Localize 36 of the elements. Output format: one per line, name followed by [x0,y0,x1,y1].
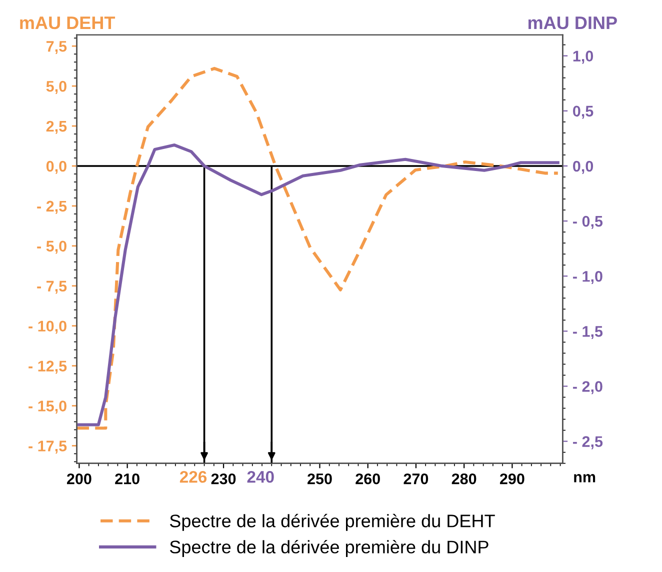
y-tick-label: - 10,0 [28,320,66,334]
ref-line-label: 226 [180,470,207,483]
x-tick-label: 210 [115,473,140,484]
x-tick-label: 260 [356,473,380,484]
y2-axis-title: mAU DINP [528,16,617,30]
legend-label: Spectre de la dérivée première du DINP [170,540,488,558]
x-axis-title: nm [574,474,596,482]
y-tick-label: - 2,5 [37,200,67,214]
y2-tick-label: - 2,5 [573,436,603,450]
y-tick-label: - 7,5 [37,280,67,294]
y2-tick-label: - 1,0 [573,270,602,284]
y-axis-title: mAU DEHT [20,16,116,30]
y-tick-label: - 15,0 [28,400,66,414]
y-tick-label: 5,0 [46,80,66,94]
y2-tick-label: - 2,0 [573,381,602,394]
line-series [76,66,560,430]
x-tick-label: 230 [211,473,236,484]
line-series [76,144,560,426]
y2-tick-label: - 0,5 [573,216,603,229]
y-tick-label: - 17,5 [28,440,67,454]
x-tick-label: 270 [404,473,428,484]
y-tick-label: 0,0 [46,160,66,174]
y2-tick-label: 1,0 [573,50,594,64]
legend-label: Spectre de la dérivée première du DEHT [170,514,495,531]
y2-tick-label: - 1,5 [573,326,603,340]
x-tick-label: 280 [452,473,476,484]
x-tick-label: 250 [308,473,332,484]
y2-tick-label: 0,5 [573,106,594,119]
y-tick-label: 2,5 [46,120,67,134]
y-tick-label: 7,5 [46,41,67,54]
y-tick-label: - 12,5 [28,360,67,374]
x-tick-label: 290 [500,473,524,484]
ref-line-label: 240 [247,470,274,483]
y2-tick-label: 0,0 [573,160,594,174]
y-tick-label: - 5,0 [37,240,66,254]
x-tick-label: 200 [66,473,92,484]
